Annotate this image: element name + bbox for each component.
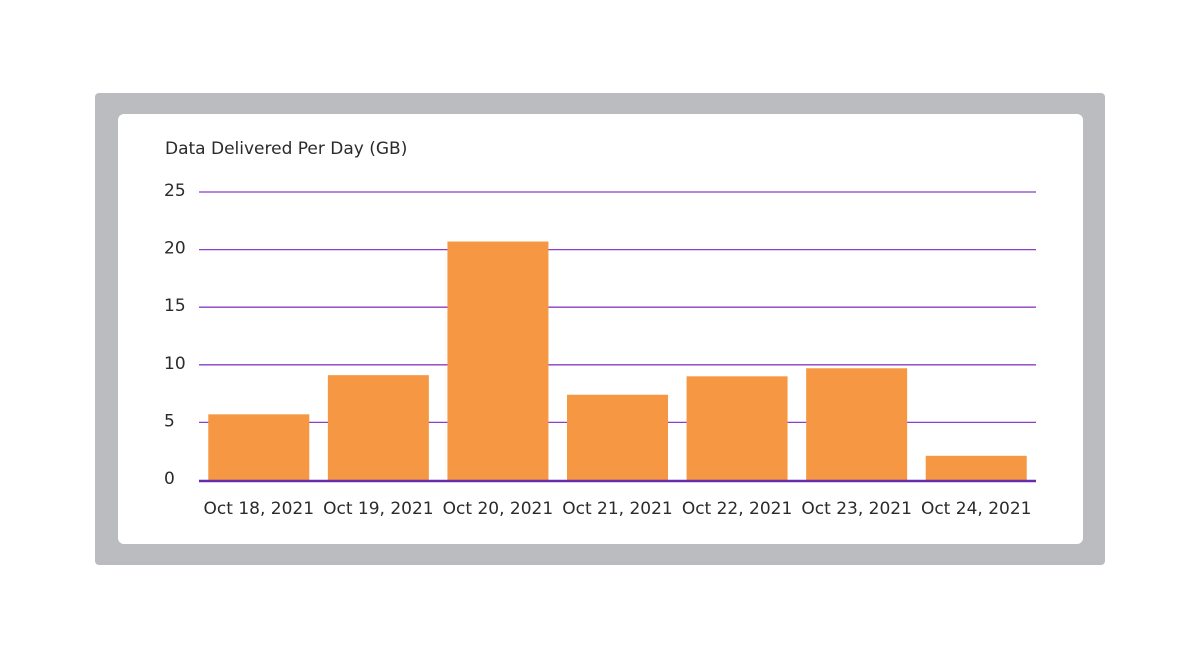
x-tick-label: Oct 24, 2021 [921,499,1032,519]
x-tick-label: Oct 19, 2021 [323,499,434,519]
y-tick-label: 15 [164,296,186,316]
bar [806,368,908,480]
y-axis-ticks: 0 5 10 15 20 25 [164,181,186,489]
bar [686,376,788,480]
y-tick-label: 10 [164,354,186,374]
bar [925,455,1027,480]
x-tick-label: Oct 23, 2021 [801,499,912,519]
bar [208,414,310,480]
y-tick-label: 5 [164,411,175,431]
x-tick-label: Oct 20, 2021 [443,499,554,519]
bar [447,241,549,480]
x-tick-label: Oct 18, 2021 [204,499,315,519]
bar [567,394,668,480]
x-tick-label: Oct 22, 2021 [682,499,793,519]
bar [327,375,429,480]
y-tick-label: 20 [164,239,186,259]
gridlines [199,191,1036,424]
y-tick-label: 0 [164,469,175,489]
chart-title: Data Delivered Per Day (GB) [165,139,407,159]
y-tick-label: 25 [164,181,186,201]
bars [208,241,1027,480]
x-tick-label: Oct 21, 2021 [562,499,673,519]
x-axis-ticks: Oct 18, 2021 Oct 19, 2021 Oct 20, 2021 Oct … [204,499,1032,519]
